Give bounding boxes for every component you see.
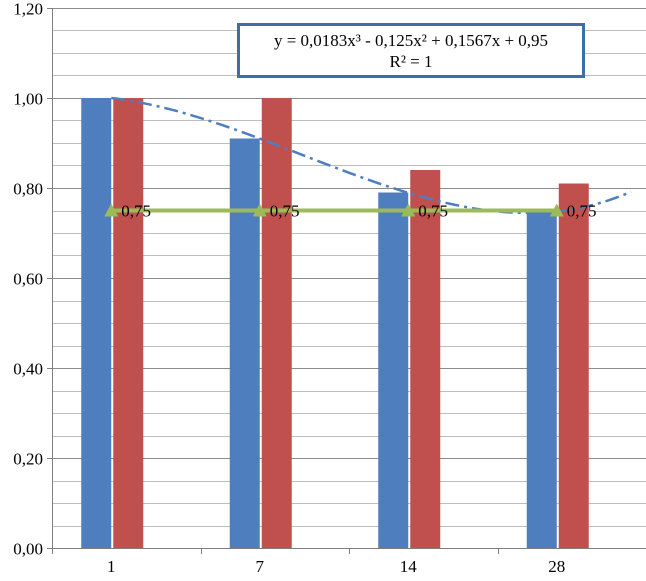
y-tick-label: 1,20 xyxy=(13,0,43,19)
threshold-marker xyxy=(549,203,564,217)
labels: 0,75 0,75 0,75 0,75 xyxy=(121,202,596,221)
y-tick-label: 0,60 xyxy=(13,270,43,289)
axes: 0,00 0,20 0,40 0,60 0,80 1,00 1,20 1 7 14 28 xyxy=(13,0,646,576)
y-tick-label: 0,40 xyxy=(13,360,43,379)
bar-series-1-cat-7 xyxy=(229,138,260,548)
trendline-equation-box: y = 0,0183x³ - 0,125x² + 0,1567x + 0,95 … xyxy=(237,23,585,78)
bar-series-2-cat-14 xyxy=(410,170,441,548)
bar-series-1-cat-28 xyxy=(526,210,557,548)
bar-series-1-cat-1 xyxy=(81,98,112,548)
y-tick-label: 0,20 xyxy=(13,450,43,469)
bar-series-2-cat-1 xyxy=(113,98,144,548)
trendline-equation: y = 0,0183x³ - 0,125x² + 0,1567x + 0,95 xyxy=(273,31,549,50)
bar-series-1-cat-14 xyxy=(378,192,409,548)
bar-series-2-cat-28 xyxy=(558,183,589,548)
x-tick-label: 7 xyxy=(256,557,265,576)
threshold-data-label: 0,75 xyxy=(418,202,448,221)
bar-series-2-cat-7 xyxy=(261,98,292,548)
trendline xyxy=(111,96,632,215)
y-tick-label: 1,00 xyxy=(13,90,43,109)
trendline-r-squared: R² = 1 xyxy=(389,52,433,71)
x-tick-label: 14 xyxy=(400,557,418,576)
threshold-data-label: 0,75 xyxy=(567,202,597,221)
y-tick-label: 0,80 xyxy=(13,180,43,199)
threshold-data-label: 0,75 xyxy=(121,202,151,221)
threshold-marker xyxy=(104,203,119,217)
trendline-curve xyxy=(111,96,632,215)
threshold-line xyxy=(104,203,564,217)
x-tick-label: 28 xyxy=(548,557,565,576)
threshold-data-label: 0,75 xyxy=(270,202,300,221)
threshold-marker xyxy=(401,203,416,217)
threshold-marker xyxy=(252,203,267,217)
y-tick-label: 0,00 xyxy=(13,540,43,559)
bars xyxy=(81,98,589,548)
x-tick-label: 1 xyxy=(107,557,116,576)
